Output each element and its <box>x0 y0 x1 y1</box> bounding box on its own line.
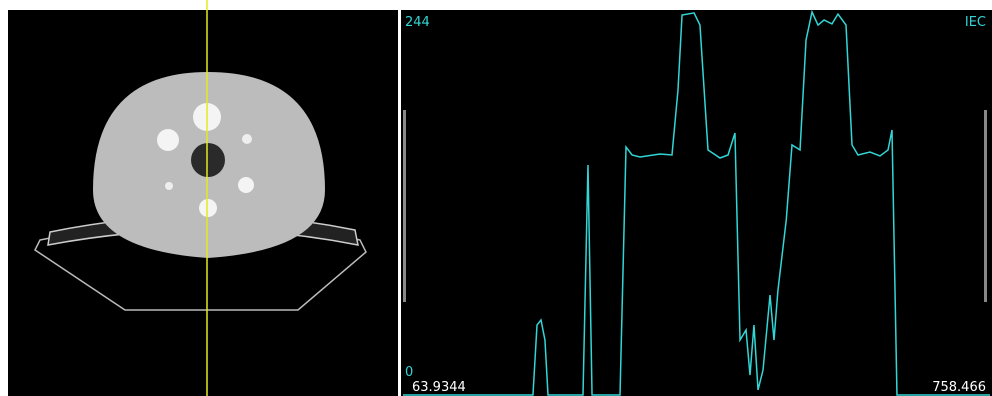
y-tick-label: 0 <box>405 365 413 380</box>
page: IEC 024463.9344758.466 (() => { const da… <box>0 0 992 396</box>
insert <box>157 129 179 151</box>
right-handle[interactable] <box>984 110 987 302</box>
profile-panel <box>401 10 992 396</box>
viewer: IEC 0 244 63.9344 758.466 <box>0 0 992 396</box>
corner-label: IEC <box>965 15 986 30</box>
y-tick-label: 244 <box>405 15 430 30</box>
insert <box>191 143 225 177</box>
insert <box>238 177 254 193</box>
insert <box>199 199 217 217</box>
x-tick-label: 63.9344 <box>412 380 466 395</box>
insert <box>165 182 173 190</box>
insert <box>242 134 252 144</box>
x-tick-label: 758.466 <box>932 380 986 395</box>
left-handle[interactable] <box>403 110 406 302</box>
